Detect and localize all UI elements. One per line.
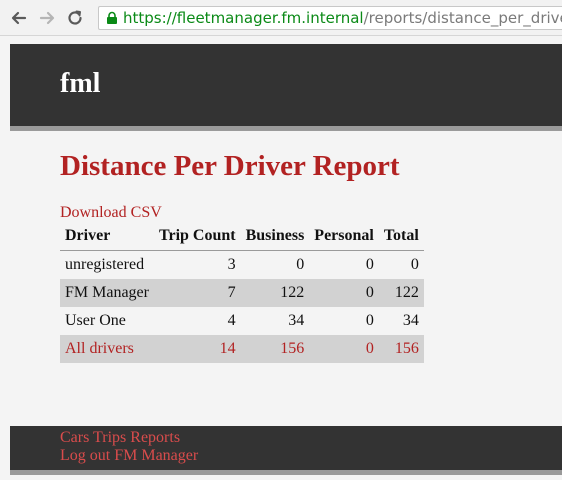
page-title: Distance Per Driver Report	[60, 150, 400, 182]
report-table: Driver Trip Count Business Personal Tota…	[60, 222, 424, 363]
logout-link[interactable]: Log out	[60, 447, 111, 464]
brand-logo[interactable]: fml	[60, 68, 101, 99]
site-footer: Cars Trips Reports Log out FM Manager	[10, 426, 562, 475]
table-row: FM Manager 7 122 0 122	[60, 279, 424, 307]
cell-trip-count: 4	[227, 312, 236, 329]
cell-business-total: 156	[240, 335, 310, 363]
lock-icon	[105, 11, 119, 25]
cell-total: 34	[402, 312, 419, 329]
download-csv-link[interactable]: Download CSV	[60, 204, 162, 221]
cell-trip-count: 7	[153, 279, 241, 307]
nav-link-trips[interactable]: Trips	[93, 429, 127, 446]
arrow-right-icon[interactable]	[36, 7, 58, 29]
site-header: fml	[10, 44, 562, 131]
cell-personal-total: 0	[309, 335, 379, 363]
cell-personal: 0	[309, 279, 379, 307]
reload-icon[interactable]	[64, 7, 86, 29]
cell-driver-total: All drivers	[60, 335, 154, 363]
user-name-link[interactable]: FM Manager	[114, 447, 199, 464]
column-header-driver: Driver	[60, 222, 154, 251]
table-row: User One 4 34 0 34	[60, 307, 424, 335]
url-path: /reports/distance_per_driver	[363, 9, 562, 27]
table-header-row: Driver Trip Count Business Personal Tota…	[60, 222, 424, 251]
totals-row: All drivers 14 156 0 156	[60, 335, 424, 363]
cell-driver: User One	[65, 312, 126, 329]
column-header-trip-count: Trip Count	[153, 222, 241, 251]
column-header-business: Business	[240, 222, 310, 251]
column-header-personal: Personal	[309, 222, 379, 251]
footer-nav: Cars Trips Reports	[60, 429, 180, 447]
cell-total: 122	[378, 279, 424, 307]
nav-link-reports[interactable]: Reports	[130, 429, 181, 446]
cell-trip-count: 3	[227, 256, 236, 273]
url-host: fleetmanager.fm.internal	[176, 9, 364, 27]
cell-total-total: 156	[378, 335, 424, 363]
nav-link-cars[interactable]: Cars	[60, 429, 90, 446]
cell-total: 0	[410, 256, 419, 273]
table-row: unregistered 3 0 0 0	[60, 251, 424, 280]
column-header-total: Total	[378, 222, 424, 251]
cell-driver: unregistered	[65, 256, 145, 273]
cell-trip-count-total: 14	[153, 335, 241, 363]
cell-driver: FM Manager	[60, 279, 154, 307]
cell-business: 34	[288, 312, 305, 329]
url-scheme: https://	[123, 9, 177, 27]
browser-toolbar: https://fleetmanager.fm.internal/reports…	[0, 0, 562, 36]
cell-personal: 0	[365, 256, 374, 273]
cell-business: 122	[240, 279, 310, 307]
cell-personal: 0	[365, 312, 374, 329]
cell-business: 0	[296, 256, 305, 273]
footer-account: Log out FM Manager	[60, 447, 198, 465]
address-bar[interactable]: https://fleetmanager.fm.internal/reports…	[98, 6, 562, 30]
arrow-left-icon[interactable]	[8, 7, 30, 29]
